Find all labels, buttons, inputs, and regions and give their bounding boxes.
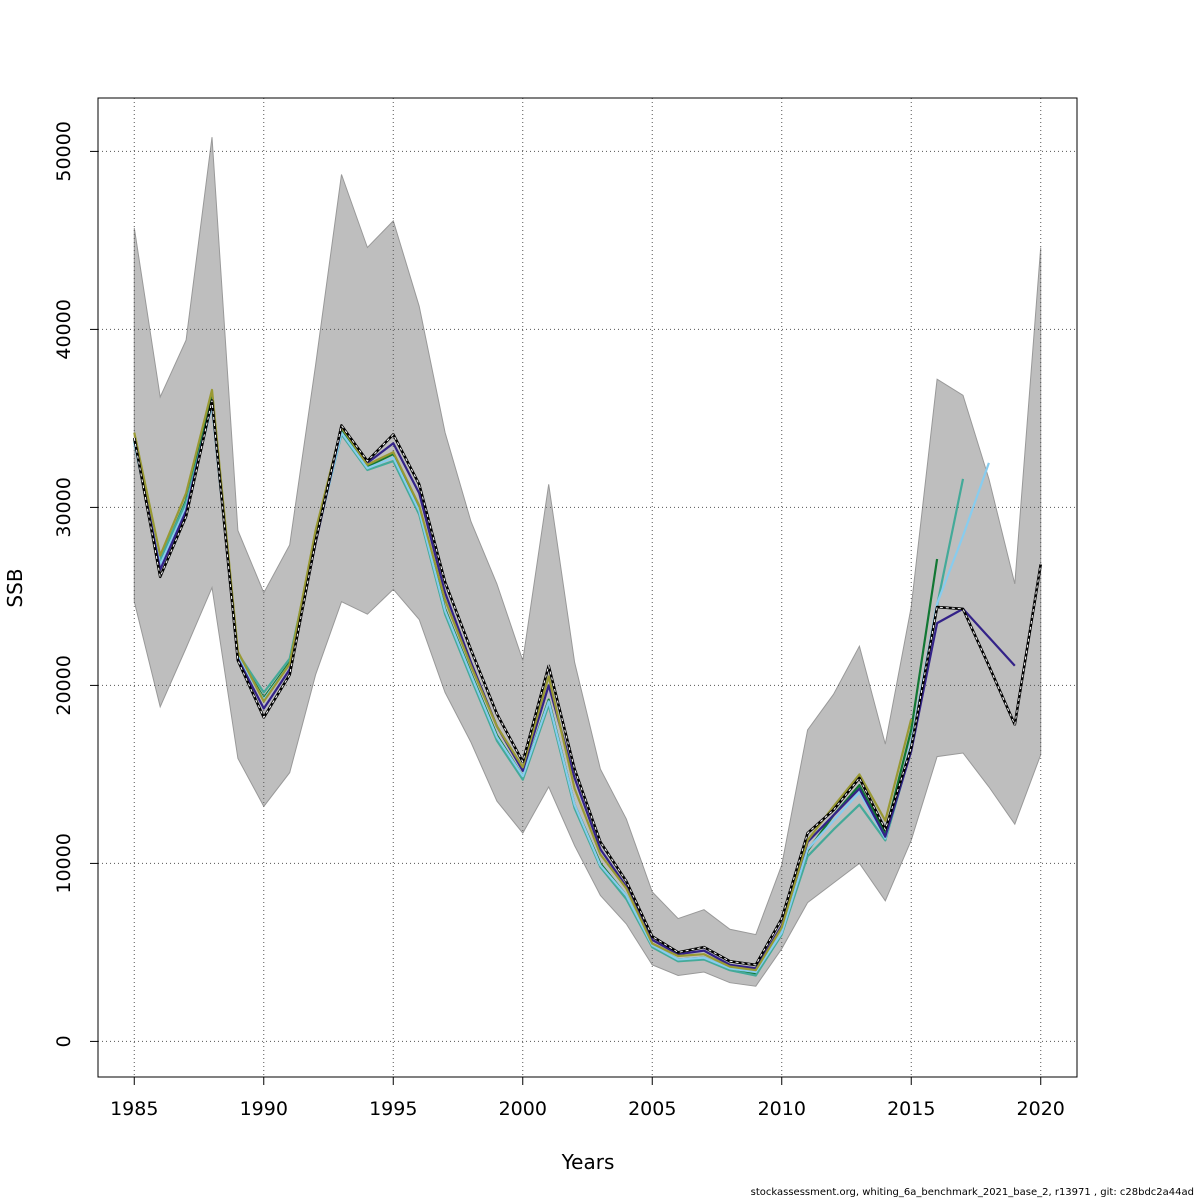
y-tick-label-4: 40000	[53, 299, 75, 359]
series-layer	[133, 388, 1042, 977]
series-line-retro-peel-2014	[133, 388, 913, 972]
series-line-full-assessment-dash	[133, 400, 1042, 966]
plot-frame	[97, 97, 1078, 1078]
y-tick-label-1: 10000	[53, 833, 75, 893]
x-tick-label-5: 2010	[758, 1098, 806, 1120]
confidence-band-layer	[133, 137, 1042, 987]
x-axis-title: Years	[561, 1150, 615, 1174]
y-tick-label-2: 20000	[53, 655, 75, 715]
x-tick-label-4: 2005	[628, 1098, 676, 1120]
x-tick-label-6: 2015	[887, 1098, 935, 1120]
confidence-band	[133, 137, 1042, 987]
y-tick-label-5: 50000	[53, 121, 75, 181]
y-tick-label-0: 0	[53, 1035, 75, 1047]
x-tick-label-1: 1990	[240, 1098, 288, 1120]
x-tick-label-7: 2020	[1017, 1098, 1065, 1120]
x-tick-label-3: 2000	[499, 1098, 547, 1120]
source-footer: stockassessment.org, whiting_6a_benchmar…	[750, 1187, 1194, 1198]
x-tick-label-2: 1995	[369, 1098, 417, 1120]
axis-layer: 1985 1990 1995 2000 2005 2010 2015 2020 0 10000 20…	[53, 121, 1065, 1120]
y-tick-label-3: 30000	[53, 477, 75, 537]
x-tick-label-0: 1985	[110, 1098, 158, 1120]
series-line-retro-peel-2018	[133, 399, 1016, 970]
y-axis-title: SSB	[3, 568, 27, 607]
